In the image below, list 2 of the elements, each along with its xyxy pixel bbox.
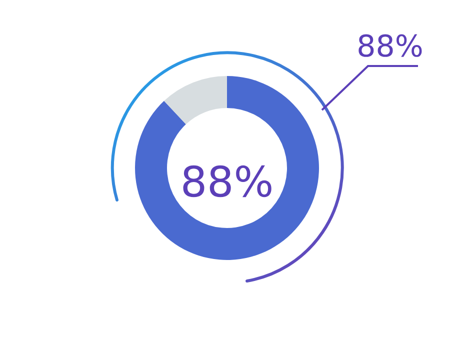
- text: 88%: [180, 158, 274, 206]
- text: 88%: [356, 30, 424, 64]
